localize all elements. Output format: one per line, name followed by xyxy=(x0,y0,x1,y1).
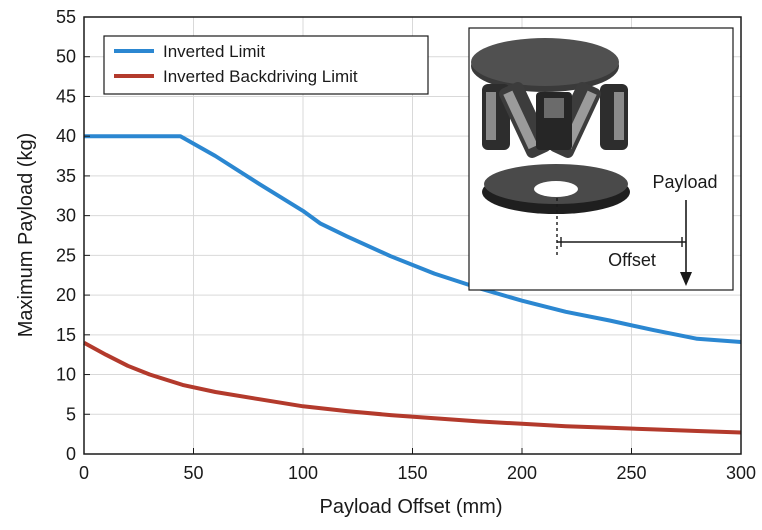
tick-labels: 0 50 100 150 200 250 300 0 5 10 15 20 25 30 35 40 45 50 55 xyxy=(56,7,756,483)
y-axis-label: Maximum Payload (kg) xyxy=(15,133,37,338)
y-tick-label: 15 xyxy=(56,325,76,345)
x-tick-label: 200 xyxy=(507,463,537,483)
x-tick-label: 50 xyxy=(183,463,203,483)
y-tick-label: 10 xyxy=(56,365,76,385)
robot-inset: Offset Payload xyxy=(468,27,734,291)
legend-label-backdriving-limit: Inverted Backdriving Limit xyxy=(163,67,358,86)
y-tick-label: 50 xyxy=(56,47,76,67)
y-tick-label: 20 xyxy=(56,285,76,305)
y-tick-label: 40 xyxy=(56,126,76,146)
payload-arrow-head xyxy=(680,272,692,286)
x-tick-label: 100 xyxy=(288,463,318,483)
y-tick-label: 55 xyxy=(56,7,76,27)
y-tick-label: 5 xyxy=(66,404,76,424)
payload-label: Payload xyxy=(652,172,717,192)
legend: Inverted Limit Inverted Backdriving Limi… xyxy=(103,35,429,95)
x-tick-label: 150 xyxy=(397,463,427,483)
x-tick-label: 0 xyxy=(79,463,89,483)
x-tick-label: 300 xyxy=(726,463,756,483)
hexapod-robot-image xyxy=(471,38,630,214)
legend-box xyxy=(103,35,429,95)
offset-label: Offset xyxy=(608,250,656,270)
legend-label-inverted-limit: Inverted Limit xyxy=(163,42,265,61)
y-tick-label: 25 xyxy=(56,245,76,265)
y-tick-label: 0 xyxy=(66,444,76,464)
x-tick-label: 250 xyxy=(616,463,646,483)
x-axis-label: Payload Offset (mm) xyxy=(319,496,502,518)
series-line-inverted-backdriving-limit xyxy=(83,341,742,435)
series-line-inverted-limit xyxy=(84,134,742,344)
y-tick-label: 30 xyxy=(56,206,76,226)
y-tick-label: 45 xyxy=(56,86,76,106)
y-tick-label: 35 xyxy=(56,166,76,186)
series-layer xyxy=(83,134,742,435)
